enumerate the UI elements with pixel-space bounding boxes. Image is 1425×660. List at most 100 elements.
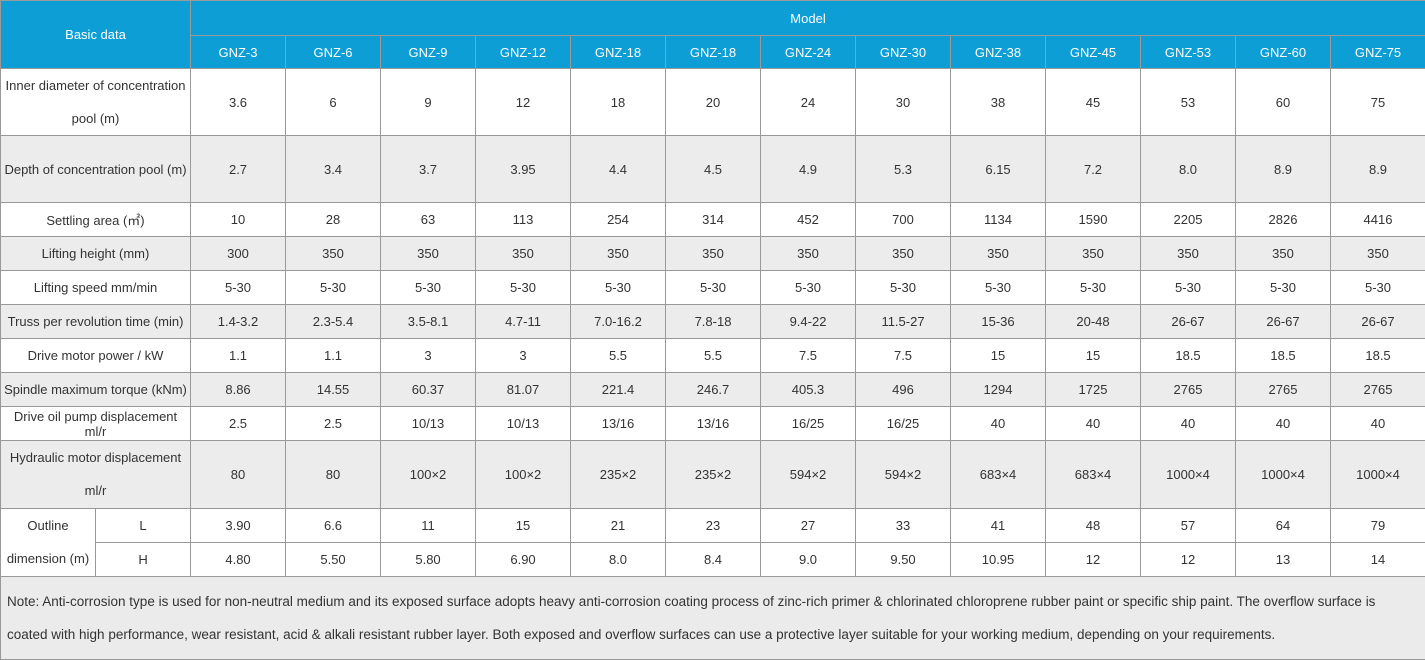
data-cell: 2765 — [1331, 373, 1425, 407]
data-cell: 12 — [1046, 542, 1141, 576]
data-cell: 300 — [191, 237, 286, 271]
outline-dimension-label: Outline dimension (m) — [1, 508, 96, 576]
data-cell: 63 — [381, 203, 476, 237]
data-cell: 5-30 — [1141, 271, 1236, 305]
data-cell: 8.0 — [571, 542, 666, 576]
data-cell: 700 — [856, 203, 951, 237]
data-cell: 5.3 — [856, 136, 951, 203]
data-cell: 26-67 — [1236, 305, 1331, 339]
data-cell: 452 — [761, 203, 856, 237]
data-cell: 4.80 — [191, 542, 286, 576]
data-cell: 7.0-16.2 — [571, 305, 666, 339]
row-label: Lifting height (mm) — [1, 237, 191, 271]
data-cell: 350 — [1236, 237, 1331, 271]
data-cell: 350 — [476, 237, 571, 271]
data-cell: 40 — [1236, 407, 1331, 441]
data-cell: 1725 — [1046, 373, 1141, 407]
data-cell: 80 — [286, 441, 381, 508]
data-cell: 496 — [856, 373, 951, 407]
data-cell: 314 — [666, 203, 761, 237]
model-column-header: GNZ-60 — [1236, 36, 1331, 69]
data-cell: 8.9 — [1236, 136, 1331, 203]
data-cell: 4.9 — [761, 136, 856, 203]
data-cell: 18 — [571, 69, 666, 136]
data-cell: 5-30 — [476, 271, 571, 305]
data-cell: 75 — [1331, 69, 1425, 136]
data-cell: 350 — [1141, 237, 1236, 271]
data-cell: 594×2 — [761, 441, 856, 508]
data-cell: 1.1 — [286, 339, 381, 373]
data-cell: 3 — [476, 339, 571, 373]
data-cell: 7.2 — [1046, 136, 1141, 203]
table-row: Inner diameter of concentration pool (m)… — [1, 69, 1425, 136]
data-cell: 20-48 — [1046, 305, 1141, 339]
data-cell: 350 — [951, 237, 1046, 271]
data-cell: 28 — [286, 203, 381, 237]
data-cell: 100×2 — [381, 441, 476, 508]
data-cell: 254 — [571, 203, 666, 237]
data-cell: 57 — [1141, 508, 1236, 542]
row-label: Settling area (㎡) — [1, 203, 191, 237]
model-column-header: GNZ-30 — [856, 36, 951, 69]
data-cell: 2765 — [1236, 373, 1331, 407]
data-cell: 350 — [856, 237, 951, 271]
data-cell: 11.5-27 — [856, 305, 951, 339]
data-cell: 40 — [1046, 407, 1141, 441]
data-cell: 10/13 — [381, 407, 476, 441]
data-cell: 594×2 — [856, 441, 951, 508]
data-cell: 1134 — [951, 203, 1046, 237]
data-cell: 81.07 — [476, 373, 571, 407]
data-cell: 235×2 — [666, 441, 761, 508]
data-cell: 1.1 — [191, 339, 286, 373]
data-cell: 33 — [856, 508, 951, 542]
data-cell: 350 — [761, 237, 856, 271]
data-cell: 4.4 — [571, 136, 666, 203]
data-cell: 5-30 — [1331, 271, 1425, 305]
row-label: Depth of concentration pool (m) — [1, 136, 191, 203]
data-cell: 13 — [1236, 542, 1331, 576]
data-cell: 246.7 — [666, 373, 761, 407]
data-cell: 40 — [1331, 407, 1425, 441]
data-cell: 6.6 — [286, 508, 381, 542]
data-cell: 5-30 — [191, 271, 286, 305]
data-cell: 18.5 — [1141, 339, 1236, 373]
model-column-header: GNZ-3 — [191, 36, 286, 69]
data-cell: 79 — [1331, 508, 1425, 542]
header-row-model: Basic data Model — [1, 1, 1425, 36]
data-cell: 350 — [1331, 237, 1425, 271]
data-cell: 350 — [1046, 237, 1141, 271]
data-cell: 40 — [951, 407, 1046, 441]
data-cell: 21 — [571, 508, 666, 542]
data-cell: 18.5 — [1236, 339, 1331, 373]
data-cell: 5.80 — [381, 542, 476, 576]
data-cell: 3.6 — [191, 69, 286, 136]
outline-sub-label: H — [96, 542, 191, 576]
model-column-header: GNZ-53 — [1141, 36, 1236, 69]
data-cell: 1000×4 — [1141, 441, 1236, 508]
data-cell: 683×4 — [951, 441, 1046, 508]
data-cell: 26-67 — [1331, 305, 1425, 339]
data-cell: 12 — [1141, 542, 1236, 576]
row-label: Spindle maximum torque (kNm) — [1, 373, 191, 407]
data-cell: 15 — [1046, 339, 1141, 373]
model-column-header: GNZ-18 — [571, 36, 666, 69]
data-cell: 5-30 — [951, 271, 1046, 305]
data-cell: 4416 — [1331, 203, 1425, 237]
row-label: Truss per revolution time (min) — [1, 305, 191, 339]
model-header: Model — [191, 1, 1425, 36]
data-cell: 683×4 — [1046, 441, 1141, 508]
data-cell: 1.4-3.2 — [191, 305, 286, 339]
model-column-header: GNZ-45 — [1046, 36, 1141, 69]
data-cell: 6 — [286, 69, 381, 136]
model-column-header: GNZ-9 — [381, 36, 476, 69]
row-label: Hydraulic motor displacement ml/r — [1, 441, 191, 508]
data-cell: 9.4-22 — [761, 305, 856, 339]
data-cell: 10 — [191, 203, 286, 237]
data-cell: 9 — [381, 69, 476, 136]
data-cell: 20 — [666, 69, 761, 136]
